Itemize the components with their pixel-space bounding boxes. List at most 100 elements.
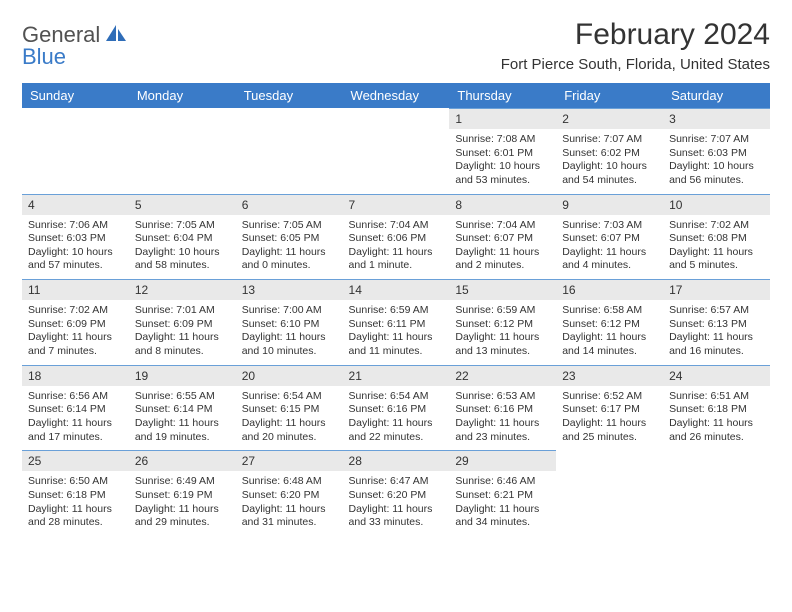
calendar-cell: 29Sunrise: 6:46 AMSunset: 6:21 PMDayligh…	[449, 450, 556, 536]
title-block: February 2024 Fort Pierce South, Florida…	[501, 18, 770, 73]
daylight-text: Daylight: 11 hours and 2 minutes.	[455, 246, 550, 273]
calendar-cell: 3Sunrise: 7:07 AMSunset: 6:03 PMDaylight…	[663, 108, 770, 194]
sunset-text: Sunset: 6:18 PM	[28, 489, 123, 503]
sunset-text: Sunset: 6:15 PM	[242, 403, 337, 417]
weekday-header: Wednesday	[343, 83, 450, 108]
calendar-cell: 13Sunrise: 7:00 AMSunset: 6:10 PMDayligh…	[236, 279, 343, 365]
sunrise-text: Sunrise: 7:07 AM	[669, 133, 764, 147]
sunrise-text: Sunrise: 6:53 AM	[455, 390, 550, 404]
calendar-cell: 17Sunrise: 6:57 AMSunset: 6:13 PMDayligh…	[663, 279, 770, 365]
day-number: 26	[129, 450, 236, 471]
sunrise-text: Sunrise: 6:50 AM	[28, 475, 123, 489]
daylight-text: Daylight: 11 hours and 22 minutes.	[349, 417, 444, 444]
daylight-text: Daylight: 11 hours and 17 minutes.	[28, 417, 123, 444]
daylight-text: Daylight: 11 hours and 14 minutes.	[562, 331, 657, 358]
sunset-text: Sunset: 6:08 PM	[669, 232, 764, 246]
sunset-text: Sunset: 6:20 PM	[349, 489, 444, 503]
sunset-text: Sunset: 6:01 PM	[455, 147, 550, 161]
calendar-cell	[663, 450, 770, 536]
sunrise-text: Sunrise: 6:57 AM	[669, 304, 764, 318]
daylight-text: Daylight: 10 hours and 53 minutes.	[455, 160, 550, 187]
calendar-table: SundayMondayTuesdayWednesdayThursdayFrid…	[22, 83, 770, 536]
day-content: Sunrise: 6:58 AMSunset: 6:12 PMDaylight:…	[556, 300, 663, 365]
day-number: 28	[343, 450, 450, 471]
sunrise-text: Sunrise: 6:46 AM	[455, 475, 550, 489]
weekday-header: Monday	[129, 83, 236, 108]
sail-icon	[104, 23, 128, 48]
weekday-header: Thursday	[449, 83, 556, 108]
sunrise-text: Sunrise: 6:56 AM	[28, 390, 123, 404]
sunset-text: Sunset: 6:09 PM	[28, 318, 123, 332]
day-number: 25	[22, 450, 129, 471]
day-number: 21	[343, 365, 450, 386]
day-number: 22	[449, 365, 556, 386]
sunrise-text: Sunrise: 6:54 AM	[349, 390, 444, 404]
sunrise-text: Sunrise: 6:49 AM	[135, 475, 230, 489]
day-content: Sunrise: 7:05 AMSunset: 6:05 PMDaylight:…	[236, 215, 343, 280]
day-content: Sunrise: 6:59 AMSunset: 6:11 PMDaylight:…	[343, 300, 450, 365]
sunrise-text: Sunrise: 7:05 AM	[242, 219, 337, 233]
day-content: Sunrise: 6:54 AMSunset: 6:15 PMDaylight:…	[236, 386, 343, 451]
sunrise-text: Sunrise: 7:00 AM	[242, 304, 337, 318]
day-content: Sunrise: 7:05 AMSunset: 6:04 PMDaylight:…	[129, 215, 236, 280]
calendar-row: 18Sunrise: 6:56 AMSunset: 6:14 PMDayligh…	[22, 365, 770, 451]
day-content: Sunrise: 7:07 AMSunset: 6:03 PMDaylight:…	[663, 129, 770, 194]
sunset-text: Sunset: 6:16 PM	[349, 403, 444, 417]
calendar-body: 1Sunrise: 7:08 AMSunset: 6:01 PMDaylight…	[22, 108, 770, 536]
month-title: February 2024	[501, 18, 770, 52]
calendar-cell: 11Sunrise: 7:02 AMSunset: 6:09 PMDayligh…	[22, 279, 129, 365]
header: General February 2024 Fort Pierce South,…	[22, 18, 770, 73]
day-number: 29	[449, 450, 556, 471]
sunrise-text: Sunrise: 7:07 AM	[562, 133, 657, 147]
daylight-text: Daylight: 11 hours and 16 minutes.	[669, 331, 764, 358]
logo-sub: Blue	[22, 44, 66, 70]
day-number: 6	[236, 194, 343, 215]
sunset-text: Sunset: 6:18 PM	[669, 403, 764, 417]
sunrise-text: Sunrise: 7:04 AM	[455, 219, 550, 233]
weekday-header: Sunday	[22, 83, 129, 108]
sunset-text: Sunset: 6:20 PM	[242, 489, 337, 503]
daylight-text: Daylight: 11 hours and 28 minutes.	[28, 503, 123, 530]
calendar-cell: 4Sunrise: 7:06 AMSunset: 6:03 PMDaylight…	[22, 194, 129, 280]
sunset-text: Sunset: 6:14 PM	[28, 403, 123, 417]
day-content: Sunrise: 6:49 AMSunset: 6:19 PMDaylight:…	[129, 471, 236, 536]
day-content: Sunrise: 6:47 AMSunset: 6:20 PMDaylight:…	[343, 471, 450, 536]
daylight-text: Daylight: 11 hours and 33 minutes.	[349, 503, 444, 530]
daylight-text: Daylight: 11 hours and 19 minutes.	[135, 417, 230, 444]
day-content: Sunrise: 6:54 AMSunset: 6:16 PMDaylight:…	[343, 386, 450, 451]
calendar-cell: 15Sunrise: 6:59 AMSunset: 6:12 PMDayligh…	[449, 279, 556, 365]
day-number: 10	[663, 194, 770, 215]
sunrise-text: Sunrise: 6:52 AM	[562, 390, 657, 404]
day-number: 27	[236, 450, 343, 471]
day-number: 7	[343, 194, 450, 215]
day-number: 13	[236, 279, 343, 300]
sunrise-text: Sunrise: 6:58 AM	[562, 304, 657, 318]
day-number: 18	[22, 365, 129, 386]
sunset-text: Sunset: 6:16 PM	[455, 403, 550, 417]
day-content: Sunrise: 7:01 AMSunset: 6:09 PMDaylight:…	[129, 300, 236, 365]
calendar-cell: 6Sunrise: 7:05 AMSunset: 6:05 PMDaylight…	[236, 194, 343, 280]
sunrise-text: Sunrise: 7:04 AM	[349, 219, 444, 233]
calendar-head: SundayMondayTuesdayWednesdayThursdayFrid…	[22, 83, 770, 108]
day-content: Sunrise: 7:03 AMSunset: 6:07 PMDaylight:…	[556, 215, 663, 280]
sunset-text: Sunset: 6:06 PM	[349, 232, 444, 246]
daylight-text: Daylight: 11 hours and 4 minutes.	[562, 246, 657, 273]
day-content: Sunrise: 6:52 AMSunset: 6:17 PMDaylight:…	[556, 386, 663, 451]
calendar-cell	[22, 108, 129, 194]
sunset-text: Sunset: 6:21 PM	[455, 489, 550, 503]
daylight-text: Daylight: 11 hours and 25 minutes.	[562, 417, 657, 444]
day-number: 11	[22, 279, 129, 300]
weekday-header: Tuesday	[236, 83, 343, 108]
calendar-cell	[343, 108, 450, 194]
calendar-cell: 27Sunrise: 6:48 AMSunset: 6:20 PMDayligh…	[236, 450, 343, 536]
sunrise-text: Sunrise: 6:47 AM	[349, 475, 444, 489]
daylight-text: Daylight: 11 hours and 1 minute.	[349, 246, 444, 273]
daylight-text: Daylight: 10 hours and 58 minutes.	[135, 246, 230, 273]
sunrise-text: Sunrise: 6:54 AM	[242, 390, 337, 404]
sunrise-text: Sunrise: 7:02 AM	[28, 304, 123, 318]
day-content: Sunrise: 6:53 AMSunset: 6:16 PMDaylight:…	[449, 386, 556, 451]
day-content: Sunrise: 6:51 AMSunset: 6:18 PMDaylight:…	[663, 386, 770, 451]
day-content: Sunrise: 6:48 AMSunset: 6:20 PMDaylight:…	[236, 471, 343, 536]
sunrise-text: Sunrise: 6:51 AM	[669, 390, 764, 404]
day-number: 19	[129, 365, 236, 386]
